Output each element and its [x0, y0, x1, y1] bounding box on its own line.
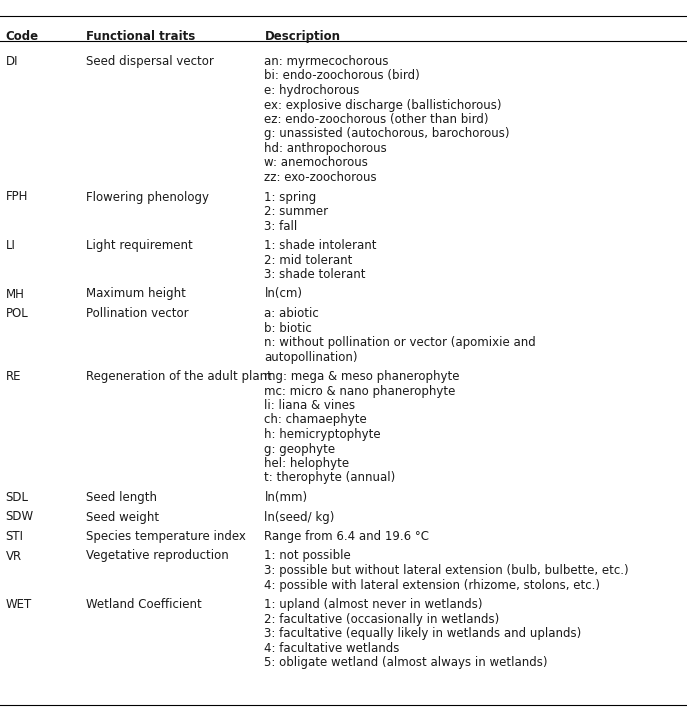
Text: Seed weight: Seed weight — [86, 511, 159, 523]
Text: ex: explosive discharge (ballistichorous): ex: explosive discharge (ballistichorous… — [264, 98, 502, 111]
Text: mg: mega & meso phanerophyte: mg: mega & meso phanerophyte — [264, 370, 460, 383]
Text: ch: chamaephyte: ch: chamaephyte — [264, 414, 368, 426]
Text: 3: possible but without lateral extension (bulb, bulbette, etc.): 3: possible but without lateral extensio… — [264, 564, 629, 577]
Text: Wetland Coefficient: Wetland Coefficient — [86, 598, 201, 611]
Text: 5: obligate wetland (almost always in wetlands): 5: obligate wetland (almost always in we… — [264, 656, 548, 669]
Text: Seed dispersal vector: Seed dispersal vector — [86, 55, 214, 68]
Text: li: liana & vines: li: liana & vines — [264, 399, 356, 412]
Text: b: biotic: b: biotic — [264, 322, 313, 334]
Text: 3: fall: 3: fall — [264, 220, 297, 232]
Text: 1: spring: 1: spring — [264, 190, 317, 203]
Text: 1: not possible: 1: not possible — [264, 550, 351, 563]
Text: Pollination vector: Pollination vector — [86, 307, 188, 320]
Text: SDW: SDW — [5, 511, 34, 523]
Text: Vegetative reproduction: Vegetative reproduction — [86, 550, 229, 563]
Text: g: unassisted (autochorous, barochorous): g: unassisted (autochorous, barochorous) — [264, 128, 510, 140]
Text: Functional traits: Functional traits — [86, 30, 195, 43]
Text: n: without pollination or vector (apomixie and: n: without pollination or vector (apomix… — [264, 336, 537, 349]
Text: 2: mid tolerant: 2: mid tolerant — [264, 254, 353, 267]
Text: 4: possible with lateral extension (rhizome, stolons, etc.): 4: possible with lateral extension (rhiz… — [264, 578, 600, 592]
Text: bi: endo-zoochorous (bird): bi: endo-zoochorous (bird) — [264, 69, 420, 83]
Text: Maximum height: Maximum height — [86, 287, 185, 300]
Text: LI: LI — [5, 239, 15, 252]
Text: Seed length: Seed length — [86, 491, 157, 504]
Text: Regeneration of the adult plant: Regeneration of the adult plant — [86, 370, 272, 383]
Text: a: abiotic: a: abiotic — [264, 307, 319, 320]
Text: an: myrmecochorous: an: myrmecochorous — [264, 55, 389, 68]
Text: 3: shade tolerant: 3: shade tolerant — [264, 268, 366, 281]
Text: 2: summer: 2: summer — [264, 205, 328, 218]
Text: Species temperature index: Species temperature index — [86, 530, 246, 543]
Text: t: therophyte (annual): t: therophyte (annual) — [264, 471, 396, 485]
Text: 4: facultative wetlands: 4: facultative wetlands — [264, 642, 400, 655]
Text: mc: micro & nano phanerophyte: mc: micro & nano phanerophyte — [264, 384, 456, 398]
Text: Description: Description — [264, 30, 341, 43]
Text: hd: anthropochorous: hd: anthropochorous — [264, 142, 387, 155]
Text: Flowering phenology: Flowering phenology — [86, 190, 209, 203]
Text: DI: DI — [5, 55, 18, 68]
Text: zz: exo-zoochorous: zz: exo-zoochorous — [264, 171, 377, 184]
Text: STI: STI — [5, 530, 23, 543]
Text: autopollination): autopollination) — [264, 351, 358, 364]
Text: hel: helophyte: hel: helophyte — [264, 457, 350, 470]
Text: RE: RE — [5, 370, 21, 383]
Text: 2: facultative (occasionally in wetlands): 2: facultative (occasionally in wetlands… — [264, 612, 499, 625]
Text: Range from 6.4 and 19.6 °C: Range from 6.4 and 19.6 °C — [264, 530, 429, 543]
Text: MH: MH — [5, 287, 24, 300]
Text: 3: facultative (equally likely in wetlands and uplands): 3: facultative (equally likely in wetlan… — [264, 627, 582, 640]
Text: h: hemicryptophyte: h: hemicryptophyte — [264, 428, 381, 441]
Text: Light requirement: Light requirement — [86, 239, 192, 252]
Text: Code: Code — [5, 30, 38, 43]
Text: VR: VR — [5, 550, 21, 563]
Text: FPH: FPH — [5, 190, 28, 203]
Text: w: anemochorous: w: anemochorous — [264, 156, 368, 170]
Text: POL: POL — [5, 307, 28, 320]
Text: ez: endo-zoochorous (other than bird): ez: endo-zoochorous (other than bird) — [264, 113, 489, 126]
Text: 1: shade intolerant: 1: shade intolerant — [264, 239, 377, 252]
Text: ln(mm): ln(mm) — [264, 491, 308, 504]
Text: e: hydrochorous: e: hydrochorous — [264, 84, 360, 97]
Text: g: geophyte: g: geophyte — [264, 443, 336, 456]
Text: ln(seed/ kg): ln(seed/ kg) — [264, 511, 335, 523]
Text: WET: WET — [5, 598, 32, 611]
Text: ln(cm): ln(cm) — [264, 287, 302, 300]
Text: 1: upland (almost never in wetlands): 1: upland (almost never in wetlands) — [264, 598, 483, 611]
Text: SDL: SDL — [5, 491, 28, 504]
